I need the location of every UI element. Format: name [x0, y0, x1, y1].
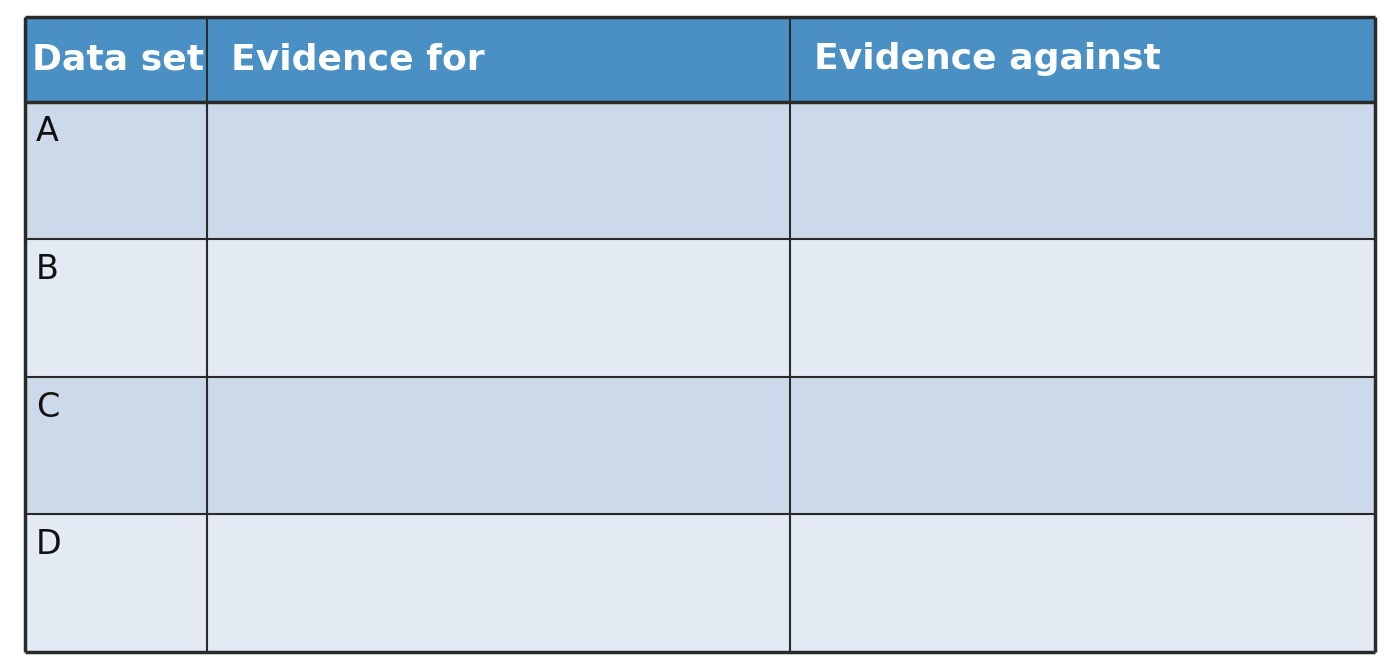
Text: C: C — [36, 390, 59, 424]
Bar — [25, 239, 207, 376]
Bar — [207, 17, 791, 102]
Bar — [25, 17, 207, 102]
Bar — [791, 376, 1375, 515]
Bar — [207, 515, 791, 652]
Bar — [791, 17, 1375, 102]
Text: Evidence against: Evidence against — [813, 42, 1161, 76]
Bar — [791, 239, 1375, 376]
Bar — [207, 102, 791, 239]
Text: D: D — [36, 528, 62, 561]
Bar — [791, 515, 1375, 652]
Bar — [791, 102, 1375, 239]
Bar — [25, 515, 207, 652]
Text: Evidence for: Evidence for — [231, 42, 484, 76]
Text: B: B — [36, 253, 59, 286]
Bar — [25, 102, 207, 239]
Text: Data set: Data set — [32, 42, 204, 76]
Bar — [25, 376, 207, 515]
Bar — [207, 239, 791, 376]
Text: A: A — [36, 116, 59, 148]
Bar — [207, 376, 791, 515]
